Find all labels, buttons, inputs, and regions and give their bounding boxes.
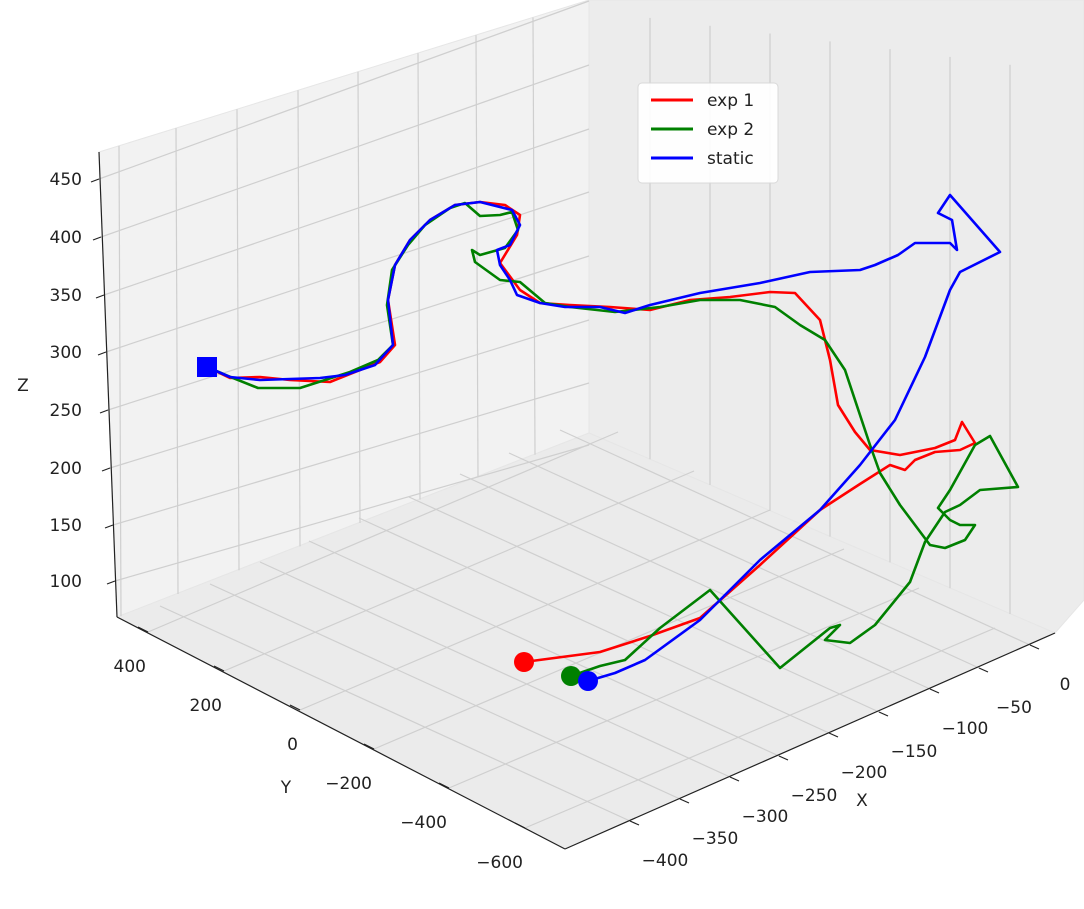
z-tick-label: 250: [50, 401, 82, 421]
back-vertical-gridline: [532, 17, 536, 455]
x-gridline: [209, 583, 681, 800]
y-tick: [363, 743, 375, 750]
z-tick-label: 350: [50, 286, 82, 306]
legend-label-static: static: [707, 149, 754, 169]
z-axis-line: [98, 151, 118, 618]
back-vertical-gridline: [297, 90, 301, 547]
x-gridline: [559, 429, 1031, 646]
x-tick-label: −200: [841, 763, 888, 783]
z-tick: [97, 351, 107, 356]
x-tick: [778, 755, 789, 761]
z-gridline: [100, 64, 590, 238]
z-gridline: [103, 128, 590, 296]
x-tick: [629, 820, 640, 826]
y-axis-line: [116, 616, 566, 850]
series-lines: [197, 193, 1020, 691]
z-tick: [95, 294, 105, 299]
legend: exp 1 exp 2 static: [637, 82, 779, 184]
back-vertical-gridline: [417, 53, 421, 500]
end-marker-static: [197, 357, 217, 377]
x-tick: [978, 667, 989, 673]
z-tick-label: 400: [50, 228, 82, 248]
z-tick-label: 100: [50, 572, 82, 592]
series-line-static: [206, 193, 1002, 683]
x-tick-label: −250: [791, 786, 838, 806]
z-axis-label: Z: [17, 376, 29, 396]
x-tick: [729, 776, 740, 782]
start-marker-static: [578, 671, 598, 691]
z-tick-label: 300: [50, 343, 82, 363]
x-tick: [878, 711, 889, 717]
x-tick-label: −300: [742, 807, 789, 827]
x-gridline: [508, 452, 980, 669]
axis-ticks: 4504003503002502001501004002000−200−400−…: [50, 170, 1071, 873]
x-tick-label: −100: [942, 719, 989, 739]
x-tick-label: −50: [996, 698, 1032, 718]
y-axis-label: Y: [280, 778, 292, 798]
start-marker-exp-1: [514, 652, 534, 672]
back-vertical-gridline: [475, 35, 479, 477]
y-tick-label: 0: [287, 735, 298, 755]
y-tick: [213, 665, 225, 672]
y-tick: [289, 704, 301, 711]
x-tick: [1029, 644, 1040, 650]
y-tick-label: −600: [476, 853, 523, 873]
y-tick-label: −200: [325, 774, 372, 794]
x-gridline: [159, 605, 631, 822]
x-tick-label: −400: [642, 851, 689, 871]
back-vertical-gridline: [175, 128, 179, 594]
x-tick-label: −350: [692, 829, 739, 849]
z-tick: [106, 580, 116, 585]
z-tick: [101, 467, 111, 472]
y-tick: [514, 822, 526, 829]
x-gridline: [308, 540, 780, 757]
y-gridline: [223, 470, 695, 672]
x-axis-line: [564, 632, 1056, 850]
x-tick-label: −150: [891, 742, 938, 762]
z-gridline: [105, 191, 590, 353]
x-gridline: [459, 473, 931, 690]
y-gridline: [448, 587, 920, 789]
legend-label-exp-1: exp 1: [707, 91, 754, 111]
y-tick-label: −400: [400, 813, 447, 833]
x-tick: [679, 798, 690, 804]
y-gridline: [524, 627, 996, 829]
y-gridline: [147, 431, 619, 633]
back-vertical-gridline: [118, 145, 122, 617]
start-marker-exp-2: [561, 666, 581, 686]
x-tick: [828, 732, 839, 738]
z-tick: [90, 178, 100, 183]
grid-lines: [98, 0, 1031, 829]
x-tick-label: 0: [1060, 675, 1071, 695]
z-tick: [99, 409, 109, 414]
z-gridline: [98, 0, 590, 180]
x-gridline: [408, 496, 880, 713]
y-gridline: [299, 509, 771, 711]
z-gridline: [114, 444, 590, 582]
back-vertical-gridline: [357, 71, 361, 524]
z-gridline: [112, 382, 590, 526]
y-tick: [137, 626, 149, 633]
x-tick: [929, 688, 940, 694]
y-tick: [438, 782, 450, 789]
x-axis-label: X: [856, 791, 868, 811]
back-vertical-gridline: [236, 109, 240, 571]
x-gridline: [358, 517, 830, 734]
legend-label-exp-2: exp 2: [707, 120, 754, 140]
z-tick: [104, 524, 114, 529]
z-tick: [92, 236, 102, 241]
y-tick-label: 400: [114, 657, 146, 677]
z-gridline: [109, 319, 590, 469]
y-tick-label: 200: [190, 696, 222, 716]
x-gridline: [259, 561, 731, 778]
z-tick-label: 150: [50, 516, 82, 536]
z-tick-label: 450: [50, 170, 82, 190]
z-tick-label: 200: [50, 459, 82, 479]
